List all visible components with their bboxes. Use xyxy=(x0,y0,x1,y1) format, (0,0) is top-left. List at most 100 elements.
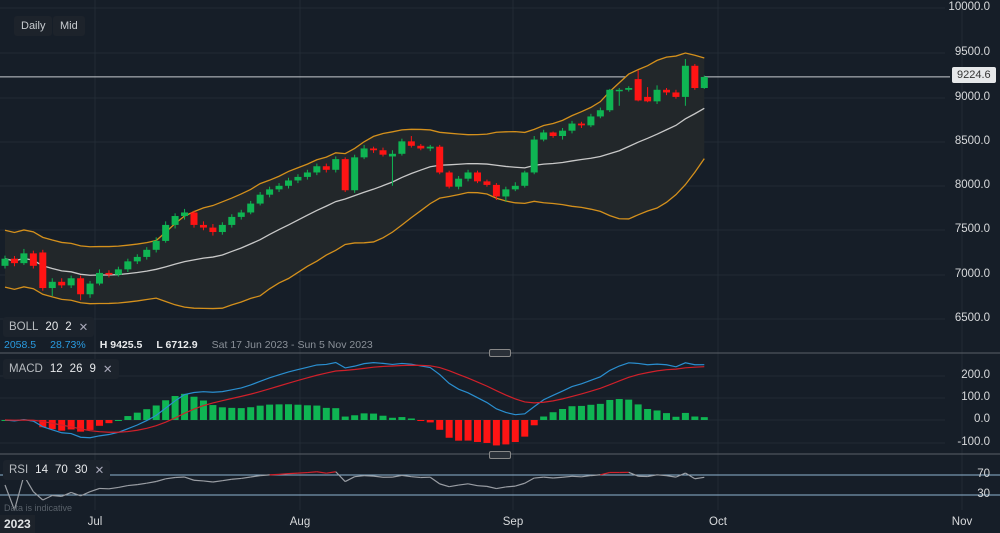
macd-histogram-bar xyxy=(559,408,567,420)
rsi-name: RSI xyxy=(9,464,29,476)
rsi-legend[interactable]: RSI 14 70 30 ✕ xyxy=(3,460,111,480)
panel-resize-handle[interactable] xyxy=(489,349,511,357)
macd-histogram-bar xyxy=(247,407,255,420)
candle-body xyxy=(322,166,330,170)
rsi-line-segment xyxy=(326,471,336,474)
macd-histogram-bar xyxy=(634,404,642,420)
boll-legend[interactable]: BOLL 20 2 ✕ xyxy=(3,317,95,337)
macd-histogram-bar xyxy=(39,420,47,428)
candle-body xyxy=(530,139,538,173)
macd-histogram-bar xyxy=(181,393,189,420)
macd-histogram-bar xyxy=(370,413,378,420)
macd-histogram-bar xyxy=(285,404,292,420)
rsi-line-segment xyxy=(675,472,686,478)
rsi-line-segment xyxy=(515,482,525,487)
rsi-line-segment xyxy=(279,473,289,475)
macd-name: MACD xyxy=(9,363,43,375)
macd-histogram-bar xyxy=(606,399,614,420)
rsi-line-segment xyxy=(260,474,270,477)
candle-body xyxy=(398,141,406,154)
macd-histogram-bar xyxy=(256,405,264,420)
close-icon[interactable]: ✕ xyxy=(94,465,105,477)
candle-body xyxy=(266,189,274,195)
candle-body xyxy=(303,172,311,177)
candle-body xyxy=(483,181,491,185)
rsi-line-segment xyxy=(553,476,563,479)
candle-body xyxy=(464,172,472,179)
macd-histogram-bar xyxy=(228,407,236,420)
rsi-line-segment xyxy=(496,486,506,490)
candle-body xyxy=(691,65,699,89)
macd-histogram-bar xyxy=(133,412,141,420)
macd-histogram-bar xyxy=(511,420,519,443)
interval-button[interactable]: Daily xyxy=(14,16,53,36)
rsi-line-segment xyxy=(344,476,355,483)
candle-body xyxy=(625,88,633,90)
rsi-line-segment xyxy=(534,476,544,479)
rsi-line-segment xyxy=(467,483,478,487)
rsi-line-segment xyxy=(269,473,280,476)
x-tick-label: Nov xyxy=(951,516,973,528)
macd-histogram-bar xyxy=(474,420,481,442)
candle-body xyxy=(606,89,614,111)
macd-histogram-bar xyxy=(379,415,387,420)
macd-legend[interactable]: MACD 12 26 9 ✕ xyxy=(3,359,119,379)
macd-slow: 26 xyxy=(69,363,83,375)
rsi-line-segment xyxy=(685,472,696,480)
rsi-line-segment xyxy=(401,474,412,478)
rsi-line-segment xyxy=(4,484,16,511)
rsi-line-segment xyxy=(42,494,53,501)
candle-body xyxy=(133,256,141,262)
rsi-line-segment xyxy=(108,486,119,490)
close-icon[interactable]: ✕ xyxy=(78,322,89,334)
close-icon[interactable]: ✕ xyxy=(102,364,113,376)
rsi-line-segment xyxy=(524,477,535,484)
y-tick-label: 8500.0 xyxy=(954,135,990,147)
rsi-line-segment xyxy=(439,483,450,488)
macd-fast: 12 xyxy=(49,363,63,375)
rsi-line-segment xyxy=(449,484,459,488)
candle-body xyxy=(700,76,708,89)
macd-histogram-bar xyxy=(502,420,510,445)
y-tick-label: 9500.0 xyxy=(954,46,990,58)
rsi-line-segment xyxy=(666,475,677,478)
rsi-line-segment xyxy=(316,471,327,474)
rsi-line-segment xyxy=(70,491,81,497)
rsi-line-segment xyxy=(146,480,157,484)
candle-body xyxy=(294,176,302,181)
range-percent: 28.73% xyxy=(50,339,86,351)
rsi-line-segment xyxy=(212,480,223,483)
macd-histogram-bar xyxy=(568,406,576,420)
macd-tick-label: 100.0 xyxy=(961,391,990,403)
candle-body xyxy=(10,258,18,264)
rsi-line-segment xyxy=(392,474,403,478)
rsi-line-segment xyxy=(628,471,639,477)
candle-body xyxy=(417,145,425,149)
macd-histogram-bar xyxy=(615,399,623,420)
macd-histogram-bar xyxy=(644,408,652,420)
macd-tick-label: -100.0 xyxy=(957,436,990,448)
panel-resize-handle[interactable] xyxy=(489,451,511,459)
candle-body xyxy=(436,146,444,173)
rsi-line-segment xyxy=(32,491,44,501)
macd-histogram-bar xyxy=(313,405,321,420)
price-type-button[interactable]: Mid xyxy=(53,16,85,36)
rsi-line-segment xyxy=(52,494,62,497)
candle-body xyxy=(67,278,75,286)
macd-tick-label: 200.0 xyxy=(961,369,990,381)
candle-body xyxy=(275,185,283,190)
y-tick-label: 8000.0 xyxy=(954,179,990,191)
candle-body xyxy=(455,178,463,187)
candle-body xyxy=(162,224,170,241)
candle-body xyxy=(521,172,529,186)
macd-histogram-bar xyxy=(190,396,198,420)
macd-histogram-bar xyxy=(691,416,699,420)
candle-body xyxy=(634,79,642,101)
rsi-period: 14 xyxy=(35,464,48,476)
rsi-line-segment xyxy=(429,476,441,485)
rsi-line-segment xyxy=(543,476,554,479)
candle-body xyxy=(152,240,160,250)
macd-histogram-bar xyxy=(322,407,330,420)
candle-body xyxy=(360,148,368,158)
